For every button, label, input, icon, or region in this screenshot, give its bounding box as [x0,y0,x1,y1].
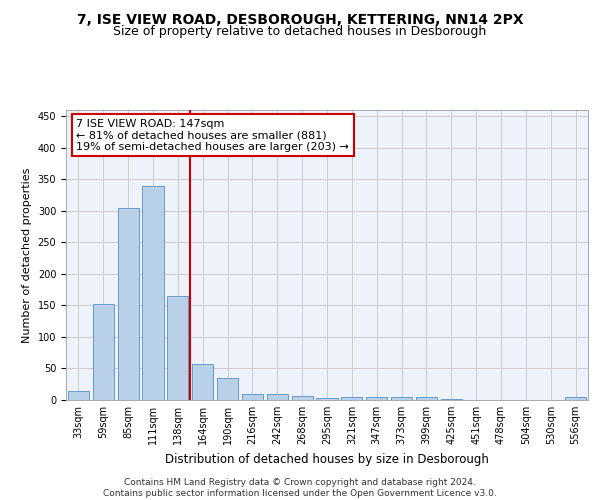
Bar [118,208,139,400]
Text: Size of property relative to detached houses in Desborough: Size of property relative to detached ho… [113,25,487,38]
Bar [142,186,164,400]
Bar [93,304,114,400]
Bar [267,394,288,400]
Bar [341,397,362,400]
Bar [68,390,89,400]
Text: 7 ISE VIEW ROAD: 147sqm
← 81% of detached houses are smaller (881)
19% of semi-d: 7 ISE VIEW ROAD: 147sqm ← 81% of detache… [76,118,349,152]
Bar [416,397,437,400]
Bar [441,398,462,400]
Bar [565,397,586,400]
Text: Contains HM Land Registry data © Crown copyright and database right 2024.
Contai: Contains HM Land Registry data © Crown c… [103,478,497,498]
Bar [242,394,263,400]
Bar [316,398,338,400]
Y-axis label: Number of detached properties: Number of detached properties [22,168,32,342]
X-axis label: Distribution of detached houses by size in Desborough: Distribution of detached houses by size … [165,452,489,466]
Bar [217,378,238,400]
Bar [167,296,188,400]
Bar [192,364,213,400]
Bar [391,397,412,400]
Bar [366,398,387,400]
Bar [292,396,313,400]
Text: 7, ISE VIEW ROAD, DESBOROUGH, KETTERING, NN14 2PX: 7, ISE VIEW ROAD, DESBOROUGH, KETTERING,… [77,12,523,26]
